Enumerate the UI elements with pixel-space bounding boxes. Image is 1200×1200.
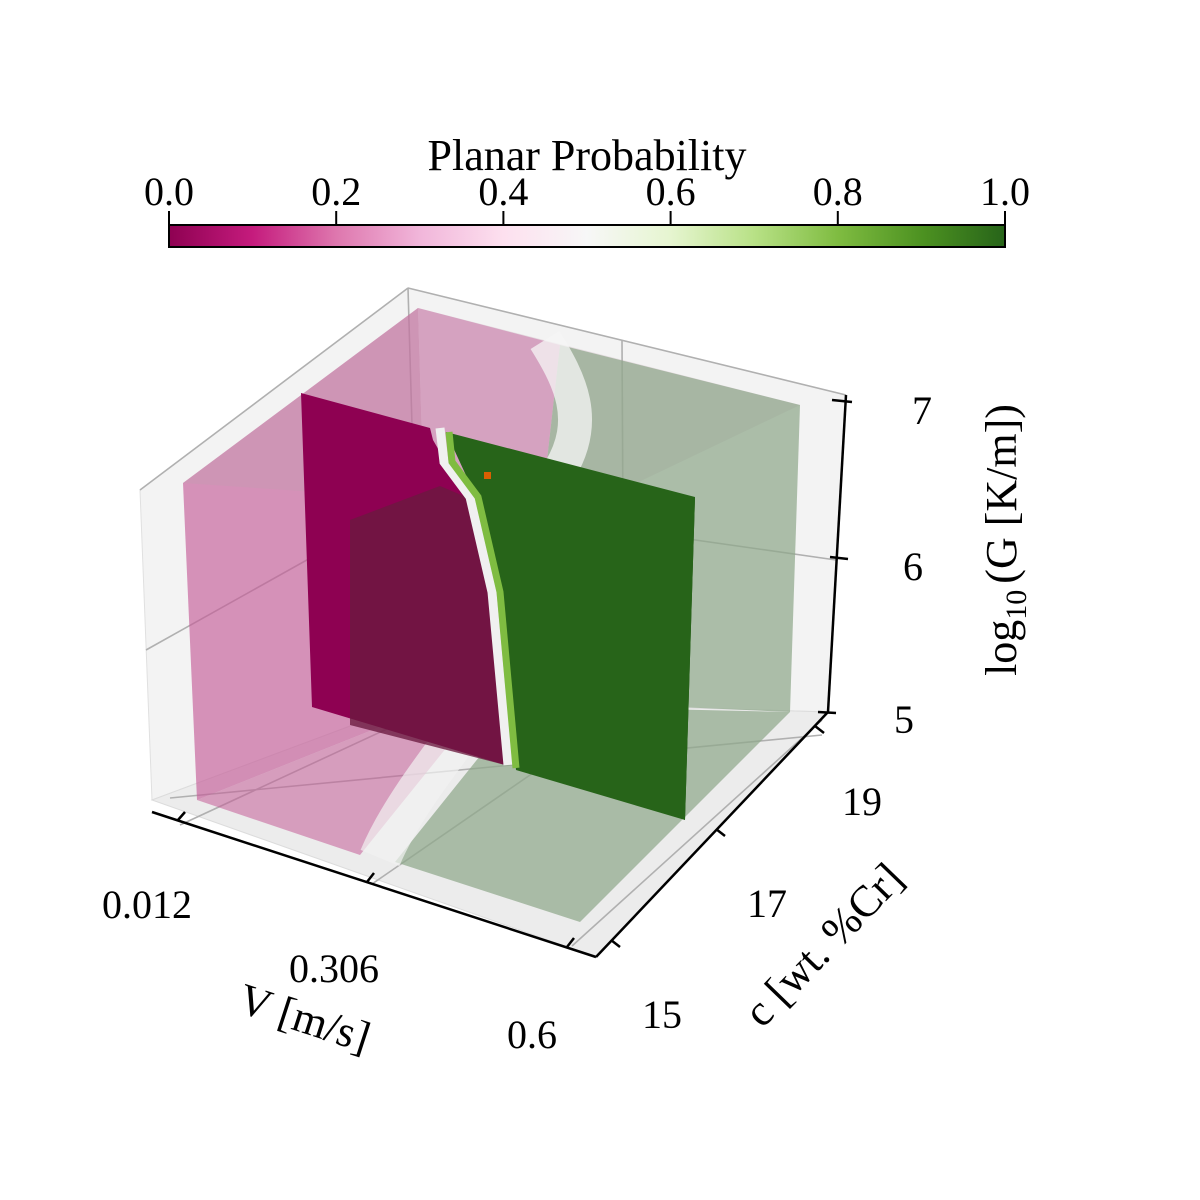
colorbar-tick-label-4: 0.8 [813,169,863,214]
colorbar [168,224,1006,248]
colorbar-tick-label-0: 0.0 [144,169,194,214]
colorbar-tick-label-1: 0.2 [311,169,361,214]
slice-boundary-white [435,427,513,766]
highlight-point [484,472,491,479]
z-tick-2: 7 [912,388,932,433]
slice-boundary-light-green [445,431,520,769]
colorbar-ticks: 0.0 0.2 0.4 0.6 0.8 1.0 [144,169,1030,225]
colorbar-title: Planar Probability [428,131,747,180]
z-axis-label: log10 (G [K/m]) [977,404,1033,676]
z-tick-1: 6 [903,544,923,589]
volume-floor-pink [197,706,480,855]
z-axis-label-rest: (G [K/m]) [977,404,1026,584]
colorbar-tick-label-5: 1.0 [980,169,1030,214]
axis-lines [151,394,848,959]
slice-front-pink-dark [350,486,505,765]
slice-front-green [446,432,695,820]
x-tick-0: 0.012 [102,882,192,927]
y-tick-0: 15 [642,992,682,1037]
x-tick-2: 0.6 [507,1012,557,1057]
y-tick-2: 19 [842,779,882,824]
colorbar-tick-label-3: 0.6 [646,169,696,214]
colorbar-tick-label-2: 0.4 [478,169,528,214]
z-tick-0: 5 [894,697,914,742]
x-tick-1: 0.306 [289,946,379,991]
z-axis-label-log: log [977,620,1026,676]
axis-ticks [177,398,853,948]
y-tick-1: 17 [747,881,787,926]
z-axis-label-sub: 10 [1000,590,1033,620]
